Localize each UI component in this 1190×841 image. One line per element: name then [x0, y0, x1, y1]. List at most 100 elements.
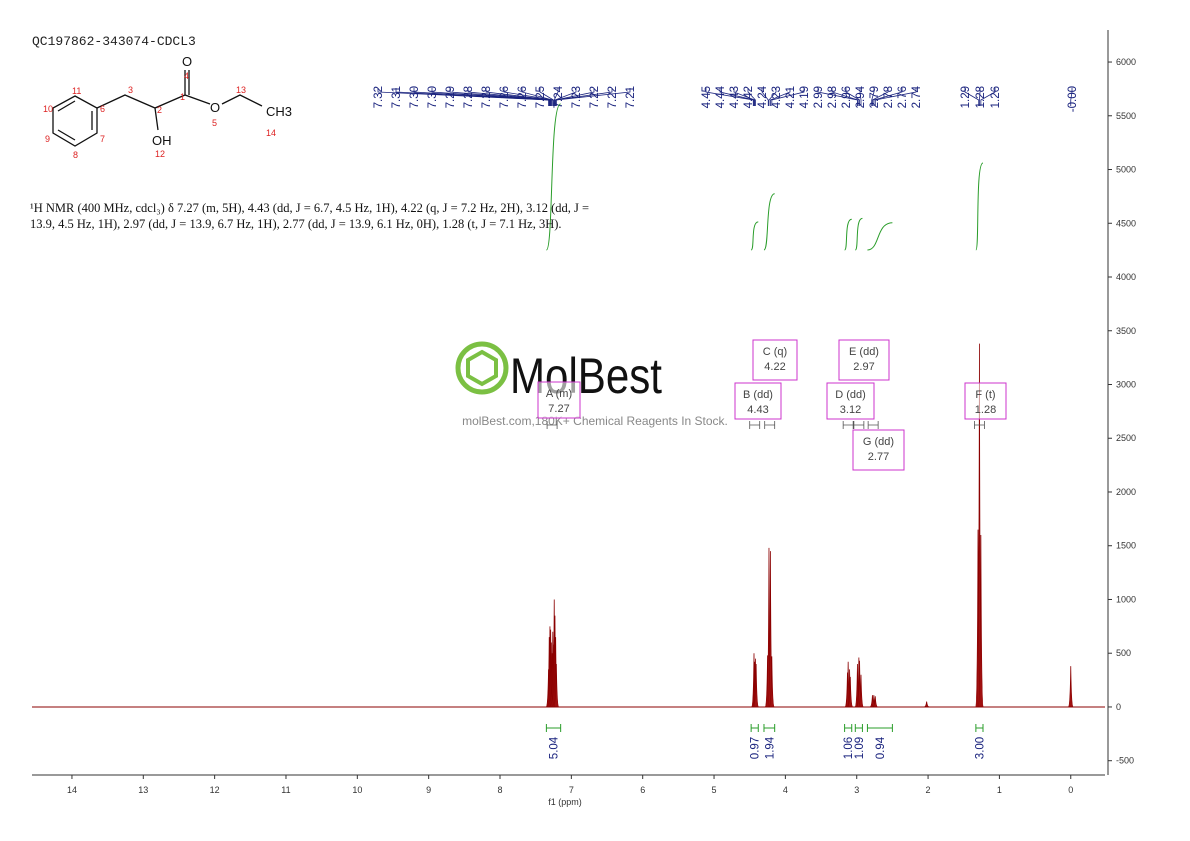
peak-label: 7.28 [481, 86, 493, 108]
integral-bracket [975, 724, 984, 732]
multiplet-marker [853, 421, 865, 429]
atom-label: OH [152, 133, 172, 148]
x-tick-label: 7 [569, 785, 574, 795]
integral-bracket [844, 724, 853, 732]
peak-leader [874, 88, 917, 106]
multiplet-marker [867, 421, 879, 429]
peak-label: 2.74 [911, 85, 923, 108]
multiplet-box [964, 382, 1007, 420]
multiplet-marker [764, 421, 776, 429]
y-tick-label: 6000 [1116, 57, 1136, 67]
peak-leader [979, 88, 981, 106]
peak-leader [377, 88, 549, 106]
atom-number: 13 [236, 85, 246, 95]
y-tick-label: 1500 [1116, 541, 1136, 551]
atom-number: 2 [157, 105, 162, 115]
peak-leader [449, 88, 552, 106]
x-tick-label: 10 [352, 785, 362, 795]
multiplet-box [852, 429, 905, 471]
peak-leader [872, 88, 889, 106]
atom-number: 7 [100, 134, 105, 144]
peak [753, 663, 760, 708]
peak-label: 1.28 [975, 86, 987, 108]
peak-label: 7.22 [589, 86, 601, 108]
peak-label: 4.21 [785, 86, 797, 108]
multiplet-shift: 2.77 [868, 451, 889, 463]
peak [553, 663, 560, 708]
peak [872, 696, 878, 708]
multiplet-shift: 3.12 [840, 404, 861, 416]
peak-leader [553, 88, 559, 106]
integral-curve [975, 162, 984, 251]
peak [1067, 666, 1074, 708]
integral-bracket [763, 724, 776, 732]
peak-label: 2.98 [827, 86, 839, 108]
multiplet-shift: 4.22 [764, 361, 785, 373]
watermark: MolBest molBest.com,180K+ Chemical Reage… [455, 341, 728, 428]
atom-number: 11 [72, 86, 81, 96]
y-tick-label: 4000 [1116, 272, 1136, 282]
multiplet-box [537, 381, 581, 419]
x-tick-label: 0 [1068, 785, 1073, 795]
chain-bonds [96, 70, 263, 131]
peak-label: 4.24 [757, 85, 769, 108]
multiplet-name: C (q) [763, 346, 787, 358]
peak-label: 2.76 [897, 86, 909, 108]
atom-number: 9 [45, 134, 50, 144]
peak [858, 674, 864, 708]
integral-bracket [750, 724, 759, 732]
benzene-ring [52, 95, 98, 147]
peak-label: 2.99 [813, 86, 825, 108]
multiplet-shift: 1.28 [975, 404, 996, 416]
peak [977, 534, 984, 708]
atom-label: O [182, 54, 192, 69]
x-tick-label: 13 [138, 785, 148, 795]
peak-leader [555, 88, 613, 106]
peak [924, 701, 930, 708]
peak-label: 7.30 [409, 86, 421, 108]
peak-leader [873, 88, 903, 106]
multiplet-box [734, 382, 782, 420]
peak-label: 7.26 [517, 86, 529, 108]
x-tick-label: 4 [783, 785, 788, 795]
y-tick-label: 500 [1116, 648, 1131, 658]
y-tick-label: 5500 [1116, 111, 1136, 121]
peak-leader [554, 88, 577, 106]
atom-number: 8 [73, 150, 78, 160]
structure: O 4 1 O 5 13 CH3 14 3 2 OH 12 11 10 9 8 … [43, 54, 292, 160]
multiplet-name: E (dd) [849, 346, 879, 358]
multiplet-marker [749, 421, 761, 429]
y-tick-label: 2500 [1116, 433, 1136, 443]
integral-bracket [545, 724, 562, 732]
x-tick-label: 1 [997, 785, 1002, 795]
atom-label: O [210, 100, 220, 115]
x-tick-label: 12 [210, 785, 220, 795]
peak-label: 7.28 [463, 86, 475, 108]
peak-label: 7.32 [373, 86, 385, 108]
x-tick-label: 11 [281, 785, 290, 795]
nmr-description: ¹H NMR (400 MHz, cdcl₃) δ 7.27 (m, 5H), … [30, 201, 590, 231]
integral-label: 0.97 [750, 737, 762, 759]
atom-number: 4 [184, 71, 189, 81]
peak-label: 7.22 [607, 86, 619, 108]
x-tick-label: 8 [498, 785, 503, 795]
integral-label: 0.94 [875, 736, 887, 759]
peak-label: 7.30 [427, 86, 439, 108]
peak-leader [831, 88, 859, 106]
peak [847, 676, 854, 708]
x-tick-label: 9 [426, 785, 431, 795]
atom-number: 5 [212, 118, 217, 128]
peak-label: 1.29 [960, 86, 972, 108]
peak-leader [770, 88, 791, 106]
peak-leader [485, 88, 552, 106]
atom-number: 10 [43, 104, 53, 114]
multiplet-marker [974, 421, 985, 429]
atom-number: 12 [155, 149, 165, 159]
x-tick-label: 14 [67, 785, 77, 795]
peak-leader [705, 88, 754, 106]
peak-label: 4.44 [715, 85, 727, 108]
integral-curve [545, 103, 562, 251]
integral-curve [763, 193, 775, 251]
peak [768, 656, 775, 708]
